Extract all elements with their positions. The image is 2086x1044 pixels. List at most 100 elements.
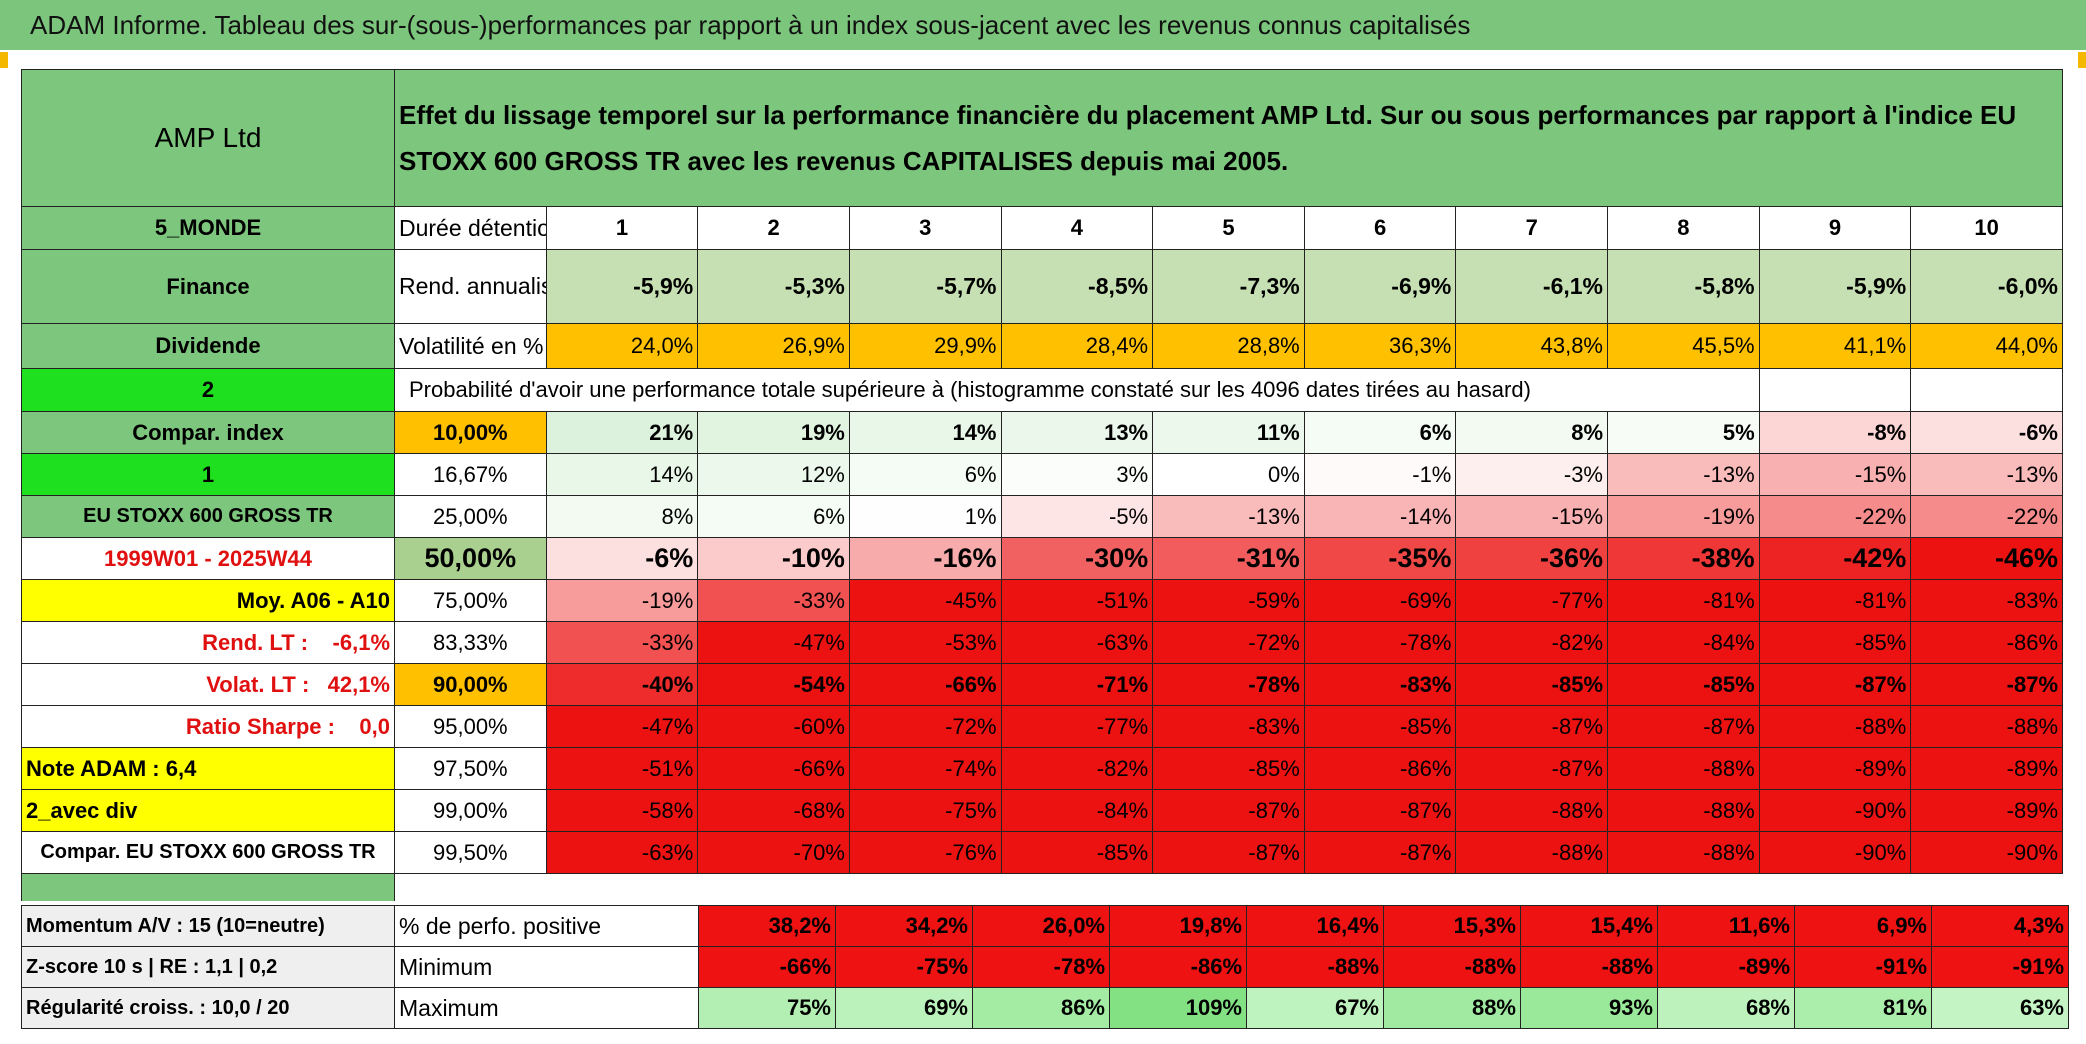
report-title: ADAM Informe. Tableau des sur-(sous-)per… (0, 0, 2086, 50)
value-cell: -74% (848, 747, 1002, 790)
table-row: EU STOXX 600 GROSS TR 25,00% 8% 6% 1% -5% -13%… (21, 495, 2063, 538)
row-label: 16,67% (394, 453, 547, 496)
value-cell: 43,8% (1455, 323, 1608, 369)
row-label: Rend. annualisé en % (394, 249, 547, 324)
value-cell: -84% (1607, 621, 1760, 664)
row-label: 97,50% (394, 747, 547, 790)
value-cell: -84% (1000, 789, 1154, 832)
value-cell: 14% (545, 453, 699, 496)
table-row: Ratio Sharpe : 0,0 95,00% -47% -60% -72% -77%… (21, 705, 2063, 748)
value-cell: 6,9% (1794, 905, 1932, 947)
row-label: Compar. EU STOXX 600 GROSS TR (21, 831, 395, 874)
row-label: Finance (21, 249, 395, 324)
value-cell: 26,9% (697, 323, 850, 369)
value-cell: -31% (1152, 537, 1305, 580)
row-label: 1999W01 - 2025W44 (21, 537, 395, 580)
value-cell: -72% (848, 705, 1002, 748)
marker (0, 52, 8, 68)
table-row: Rend. LT : -6,1% 83,33% -33% -47% -53% -63% -7… (21, 621, 2063, 664)
value-cell: -87% (1607, 705, 1760, 748)
value-cell: -47% (697, 621, 850, 664)
value-cell: -63% (1000, 621, 1154, 664)
value-cell: -16% (848, 537, 1002, 580)
value-cell: -6,9% (1303, 249, 1457, 324)
value-cell: -19% (545, 579, 699, 622)
value-cell: -22% (1910, 495, 2063, 538)
value-cell: -86% (1303, 747, 1457, 790)
value-cell: 34,2% (835, 905, 973, 947)
value-cell: -13% (1152, 495, 1305, 538)
value-cell: 15,3% (1383, 905, 1521, 947)
value-cell: -5% (1000, 495, 1154, 538)
value-cell: -3% (1455, 453, 1608, 496)
value-cell: -78% (1303, 621, 1457, 664)
value-cell: -85% (1000, 831, 1154, 874)
table-row: AMP Ltd Effet du lissage temporel sur la … (21, 69, 2063, 207)
value-cell: -88% (1455, 789, 1608, 832)
value-cell: -53% (848, 621, 1002, 664)
value-cell: -58% (545, 789, 699, 832)
table-row: 1 16,67% 14% 12% 6% 3% 0% -1% -3% -13% -15% -13% (21, 453, 2063, 496)
table-row: Momentum A/V : 15 (10=neutre)% de perfo.… (21, 905, 2069, 947)
value-cell: -85% (1303, 705, 1457, 748)
value-cell: -77% (1000, 705, 1154, 748)
value-cell: 1% (848, 495, 1002, 538)
separator (21, 873, 395, 901)
table-row: 2_avec div 99,00% -58% -68% -75% -84% -87% -87%… (21, 789, 2063, 832)
value-cell: 28,8% (1152, 323, 1305, 369)
value-cell: 11,6% (1657, 905, 1795, 947)
row-label: 99,50% (394, 831, 547, 874)
row-label: Ratio Sharpe : 0,0 (21, 705, 395, 748)
value-cell: -22% (1758, 495, 1912, 538)
value-cell: -75% (848, 789, 1002, 832)
value-cell: -89% (1910, 747, 2063, 790)
table-row: 1999W01 - 2025W44 50,00% -6% -10% -16% -30% -3… (21, 537, 2063, 580)
value-cell: -7,3% (1152, 249, 1305, 324)
value-cell: -85% (1607, 663, 1760, 706)
table-row: Note ADAM : 6,4 97,50% -51% -66% -74% -82% -85… (21, 747, 2063, 790)
value-cell: 26,0% (972, 905, 1110, 947)
value-cell: -87% (1303, 789, 1457, 832)
value-cell: -88% (1607, 747, 1760, 790)
table-row: Z-score 10 s | RE : 1,1 | 0,2 Minimum -66%… (21, 946, 2069, 988)
value-cell: -87% (1910, 663, 2063, 706)
empty-cell (1758, 368, 1912, 412)
value-cell: -10% (697, 537, 850, 580)
table-row: 2 Probabilité d'avoir une performance tot… (21, 368, 2063, 412)
value-cell: -30% (1000, 537, 1154, 580)
table-row: Compar. index 10,00% 21% 19% 14% 13% 11% 6% 8% 5%… (21, 411, 2063, 454)
row-label: 95,00% (394, 705, 547, 748)
table-row: Compar. EU STOXX 600 GROSS TR 99,50% -63% -… (21, 831, 2063, 874)
value-cell: 4,3% (1931, 905, 2069, 947)
value-cell: 7 (1455, 206, 1608, 250)
value-cell: 5 (1152, 206, 1305, 250)
value-cell: -72% (1152, 621, 1305, 664)
value-cell: -83% (1910, 579, 2063, 622)
value-cell: -51% (545, 747, 699, 790)
value-cell: 13% (1000, 411, 1154, 454)
value-cell: -6% (545, 537, 699, 580)
value-cell: -63% (545, 831, 699, 874)
value-cell: 109% (1109, 987, 1247, 1029)
value-cell: -78% (972, 946, 1110, 988)
row-label: 5_MONDE (21, 206, 395, 250)
probability-note: Probabilité d'avoir une performance tota… (394, 368, 1760, 412)
value-cell: -88% (1607, 789, 1760, 832)
value-cell: -6,0% (1910, 249, 2063, 324)
row-label: Compar. index (21, 411, 395, 454)
value-cell: 11% (1152, 411, 1305, 454)
value-cell: 67% (1246, 987, 1384, 1029)
value-cell: -8,5% (1000, 249, 1154, 324)
value-cell: 88% (1383, 987, 1521, 1029)
value-cell: -71% (1000, 663, 1154, 706)
value-cell: -88% (1246, 946, 1384, 988)
value-cell: 4 (1000, 206, 1154, 250)
value-cell: -87% (1455, 747, 1608, 790)
row-label: Dividende (21, 323, 395, 369)
value-cell: 63% (1931, 987, 2069, 1029)
value-cell: 45,5% (1607, 323, 1760, 369)
row-label: Rend. LT : -6,1% (21, 621, 395, 664)
value-cell: -90% (1758, 831, 1912, 874)
value-cell: 81% (1794, 987, 1932, 1029)
